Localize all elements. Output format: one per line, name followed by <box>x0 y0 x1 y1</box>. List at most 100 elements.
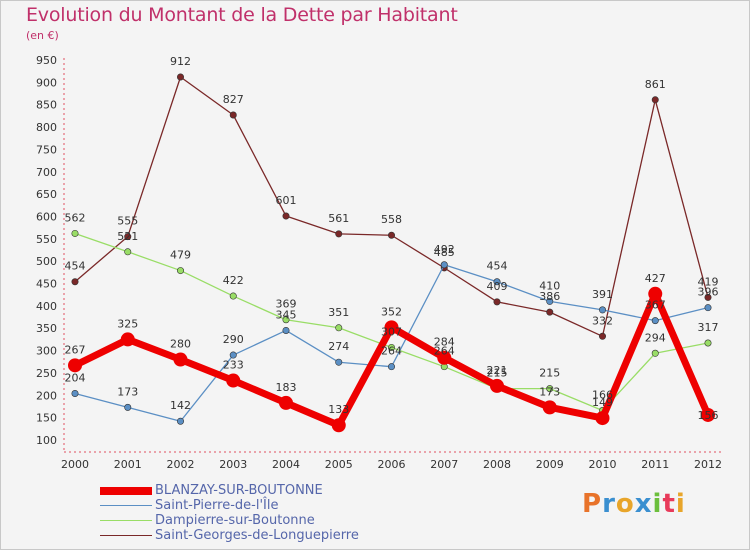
data-label: 173 <box>539 385 560 398</box>
x-tick-label: 2006 <box>378 458 406 471</box>
data-label: 317 <box>698 321 719 334</box>
data-label: 396 <box>698 286 719 299</box>
y-tick-label: 700 <box>36 166 57 179</box>
data-point <box>177 73 185 81</box>
logo-letter: r <box>602 489 616 519</box>
x-tick-label: 2001 <box>114 458 142 471</box>
data-point <box>68 358 82 373</box>
data-point <box>335 358 343 366</box>
data-point <box>229 351 237 359</box>
data-label: 422 <box>223 274 244 287</box>
data-label: 485 <box>434 246 455 259</box>
y-tick-label: 200 <box>36 389 57 402</box>
data-point <box>387 343 395 351</box>
y-tick-label: 650 <box>36 188 57 201</box>
data-label: 861 <box>645 78 666 91</box>
legend-swatch-saint-georges <box>100 535 152 536</box>
data-label: 173 <box>117 385 138 398</box>
data-point <box>124 233 132 241</box>
data-point <box>282 326 290 334</box>
legend-item: Saint-Georges-de-Longuepierre <box>100 528 359 543</box>
y-tick-label: 550 <box>36 233 57 246</box>
data-point <box>387 363 395 371</box>
data-point <box>71 278 79 286</box>
data-point <box>279 395 293 410</box>
data-label: 555 <box>117 215 138 228</box>
data-point <box>490 378 504 393</box>
data-point <box>177 267 185 275</box>
x-tick-label: 2003 <box>219 458 247 471</box>
data-label: 264 <box>434 345 455 358</box>
data-label: 558 <box>381 213 402 226</box>
data-label: 156 <box>698 409 719 422</box>
x-tick-label: 2012 <box>694 458 722 471</box>
x-tick-label: 2005 <box>325 458 353 471</box>
data-label: 561 <box>328 212 349 225</box>
logo-letter: P <box>582 489 603 519</box>
data-label: 454 <box>487 260 508 273</box>
y-tick-label: 800 <box>36 121 57 134</box>
data-label: 280 <box>170 338 191 351</box>
data-label: 307 <box>381 325 402 338</box>
data-point <box>71 390 79 398</box>
y-tick-label: 850 <box>36 99 57 112</box>
data-point <box>335 324 343 332</box>
data-label: 267 <box>65 343 86 356</box>
legend-label: BLANZAY-SUR-BOUTONNE <box>155 482 323 498</box>
data-label: 264 <box>381 345 402 358</box>
data-label: 912 <box>170 55 191 68</box>
x-tick-label: 2002 <box>167 458 195 471</box>
logo-letter: i <box>652 489 663 519</box>
data-label: 233 <box>223 359 244 372</box>
data-label: 290 <box>223 333 244 346</box>
data-point <box>282 316 290 324</box>
data-label: 367 <box>645 299 666 312</box>
data-point <box>651 349 659 357</box>
chart-title: Evolution du Montant de la Dette par Hab… <box>26 4 458 26</box>
x-tick-label: 2004 <box>272 458 300 471</box>
data-label: 133 <box>328 403 349 416</box>
data-label: 215 <box>539 367 560 380</box>
data-label: 562 <box>65 211 86 224</box>
data-label: 601 <box>276 194 297 207</box>
data-label: 345 <box>276 308 297 321</box>
data-point <box>384 320 399 335</box>
data-label: 149 <box>592 396 613 409</box>
data-label: 427 <box>645 272 666 285</box>
y-tick-label: 500 <box>36 255 57 268</box>
data-label: 827 <box>223 93 244 106</box>
data-point <box>229 111 237 119</box>
data-label: 369 <box>276 298 297 311</box>
data-point <box>331 418 346 433</box>
y-tick-label: 450 <box>36 278 57 291</box>
data-label: 409 <box>487 280 508 293</box>
data-point <box>124 248 132 256</box>
proxiti-logo: Proxiti <box>582 489 686 519</box>
x-tick-label: 2009 <box>536 458 564 471</box>
data-point <box>546 385 554 393</box>
data-point <box>282 212 290 220</box>
data-point <box>437 350 452 365</box>
data-point <box>651 96 659 104</box>
data-point <box>120 332 135 347</box>
legend-swatch-saint-pierre <box>100 505 152 506</box>
data-point <box>173 352 188 367</box>
y-tick-label: 350 <box>36 322 57 335</box>
data-point <box>177 417 185 425</box>
y-tick-label: 400 <box>36 300 57 313</box>
data-point <box>387 231 395 239</box>
data-label: 410 <box>539 279 560 292</box>
data-label: 284 <box>434 336 455 349</box>
data-point <box>701 407 715 422</box>
legend-item: Saint-Pierre-de-l'Île <box>100 498 359 513</box>
data-point <box>440 261 448 269</box>
y-tick-label: 900 <box>36 76 57 89</box>
logo-letter: o <box>615 489 635 519</box>
data-point <box>546 308 554 316</box>
data-point <box>704 304 712 312</box>
series-line <box>74 76 709 337</box>
data-label: 351 <box>328 306 349 319</box>
legend-swatch-dampierre <box>100 520 152 521</box>
